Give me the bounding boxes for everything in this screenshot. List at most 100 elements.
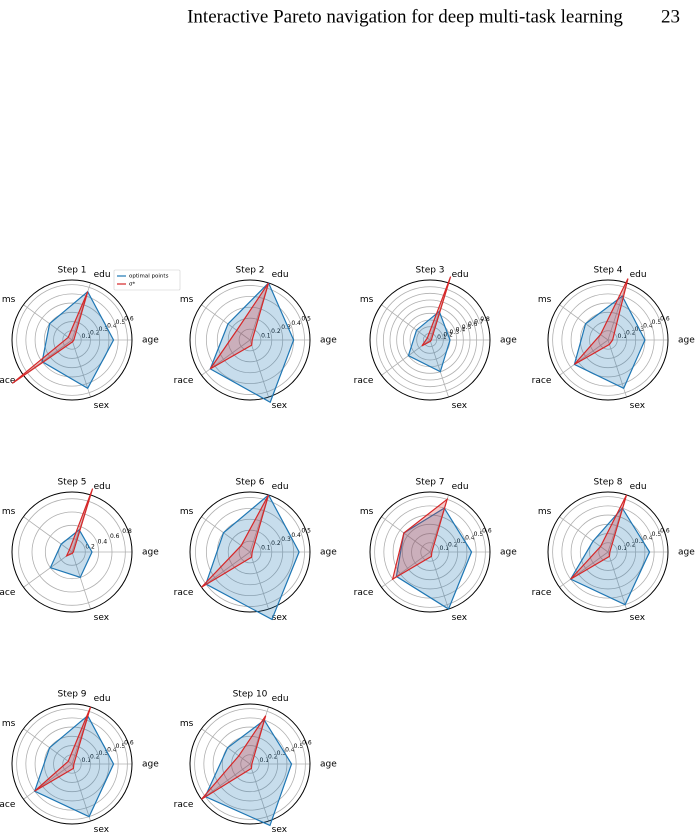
r-tick-label: 0.1: [440, 545, 450, 552]
r-tick-label: 0.5: [462, 324, 472, 331]
spoke: [429, 551, 449, 610]
r-tick-label: 0.6: [660, 527, 670, 534]
axis-label: sex: [272, 613, 288, 623]
axis-label: sex: [94, 825, 110, 835]
r-tick-label: 0.1: [260, 757, 270, 764]
r-tick-label: 0.1: [261, 332, 271, 339]
axis-label: sex: [630, 401, 646, 411]
r-tick-label: 0.3: [281, 536, 291, 543]
r-tick-label: 0.2: [268, 753, 278, 760]
spoke: [559, 551, 609, 588]
axis-label: ms: [180, 507, 194, 517]
axis-label: ms: [360, 295, 374, 305]
axis-label: sex: [94, 401, 110, 411]
axis-label: sex: [94, 613, 110, 623]
r-tick-label: 0.1: [618, 545, 628, 552]
r-tick-label: 0.4: [285, 746, 295, 753]
spoke: [559, 339, 609, 376]
radar-chart: 0.10.20.30.40.50.6 age edu ms race sex Step 10: [174, 690, 338, 836]
chart-title: Step 9: [57, 690, 86, 700]
r-tick-label: 0.4: [465, 534, 475, 541]
outer-ring: [11, 703, 133, 825]
r-tick-label: 0.1: [437, 334, 447, 341]
r-tick-label: 0.8: [122, 528, 132, 535]
series-area: [65, 488, 94, 558]
axis-label: age: [678, 336, 695, 346]
spoke: [201, 304, 251, 341]
spoke: [381, 304, 431, 341]
axis-label: edu: [272, 270, 289, 280]
axis-label: ms: [2, 295, 16, 305]
axis-label: edu: [272, 694, 289, 704]
r-tick-label: 0.3: [99, 750, 109, 757]
spoke: [201, 516, 251, 553]
spoke: [23, 516, 73, 553]
r-tick-label: 0.8: [480, 316, 490, 323]
spoke: [559, 516, 609, 553]
axis-label: ms: [2, 719, 16, 729]
radar-chart: 0.10.20.30.40.50.6 age edu ms race sex Step 8: [532, 478, 695, 624]
axis-label: ms: [2, 507, 16, 517]
r-tick-label: 0.6: [468, 321, 478, 328]
axis-label: age: [500, 336, 517, 346]
series-area: [421, 276, 452, 347]
series-area: [573, 278, 629, 365]
spoke: [201, 763, 251, 800]
spoke: [381, 516, 431, 553]
r-tick-label: 0.5: [116, 319, 126, 326]
spoke: [71, 551, 91, 610]
axis-label: age: [320, 336, 337, 346]
r-tick-label: 0.2: [448, 541, 458, 548]
spoke: [23, 728, 73, 765]
axis-label: sex: [630, 613, 646, 623]
r-tick-label: 0.2: [626, 329, 636, 336]
r-tick-label: 0.1: [82, 333, 92, 340]
axis-label: ms: [360, 507, 374, 517]
outer-ring: [369, 491, 491, 613]
series-area: [209, 282, 270, 370]
r-tick-label: 0.3: [449, 329, 459, 336]
chart-title: Step 10: [233, 690, 268, 700]
r-tick-label: 0.6: [124, 739, 134, 746]
r-tick-label: 0.6: [660, 315, 670, 322]
spoke: [249, 551, 269, 610]
r-tick-label: 0.2: [90, 753, 100, 760]
r-tick-label: 0.5: [474, 531, 484, 538]
r-tick-label: 0.1: [618, 333, 628, 340]
radar-chart: 0.10.20.30.40.50.60.70.8ageedumsracesexS…: [354, 266, 518, 412]
r-tick-label: 0.4: [643, 322, 653, 329]
radar-chart: 0.10.20.30.40.50.6 age edu ms race sex Step 1 o…: [0, 266, 181, 411]
spoke: [607, 551, 627, 610]
series-area: [204, 719, 293, 827]
outer-ring: [547, 279, 669, 401]
series-area: [201, 715, 267, 800]
axis-label: age: [500, 548, 517, 558]
spoke: [23, 763, 73, 800]
axis-label: age: [142, 760, 159, 770]
axis-label: edu: [630, 270, 647, 280]
series-area: [34, 706, 92, 792]
spoke: [201, 339, 251, 376]
chart-title: Step 7: [415, 478, 444, 488]
axis-label: age: [142, 336, 159, 346]
axis-label: race: [354, 588, 374, 598]
page-number: 23: [661, 6, 680, 27]
r-tick-label: 0.4: [643, 534, 653, 541]
axis-label: race: [0, 800, 16, 810]
r-tick-label: 0.3: [99, 326, 109, 333]
axis-label: edu: [94, 270, 111, 280]
chart-title: Step 4: [593, 266, 622, 276]
r-tick-label: 0.3: [457, 538, 467, 545]
axis-label: age: [320, 548, 337, 558]
running-title: Interactive Pareto navigation for deep m…: [187, 6, 623, 27]
radar-chart: 0.10.20.30.40.50.6 age edu ms race sex Step 9: [0, 690, 159, 836]
axis-label: edu: [630, 482, 647, 492]
series-area: [395, 507, 473, 610]
axis-label: race: [174, 800, 194, 810]
spoke: [201, 551, 251, 588]
axis-label: sex: [272, 825, 288, 835]
